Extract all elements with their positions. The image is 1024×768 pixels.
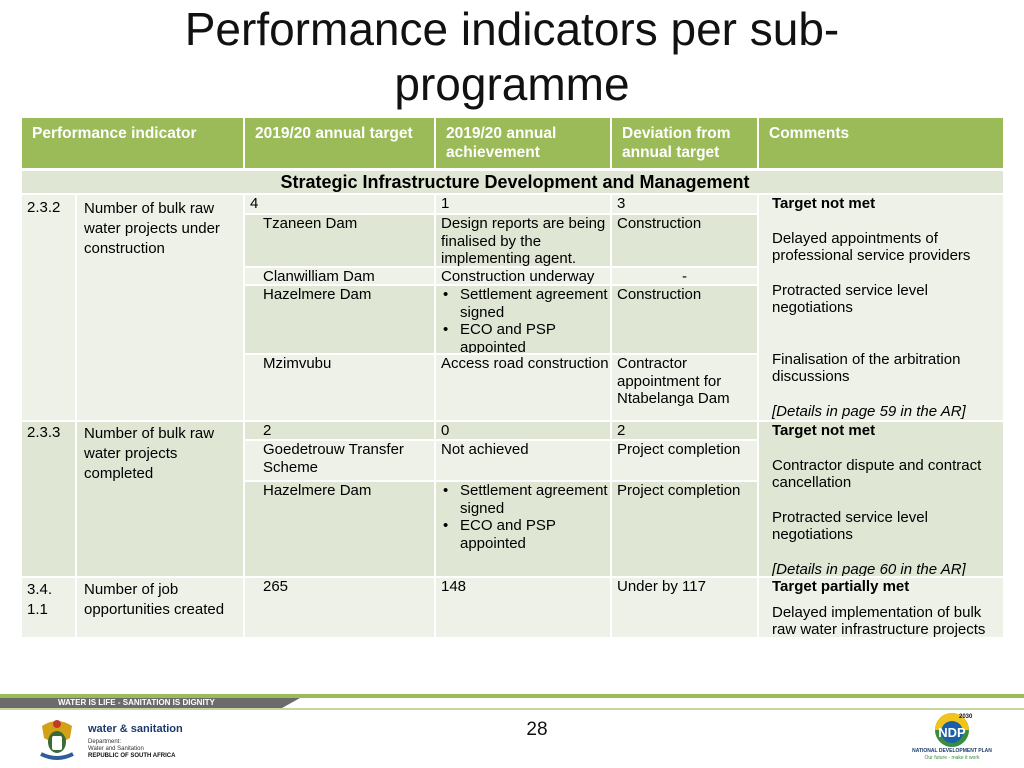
row-comments: Target partially met Delayed implementat… — [759, 578, 1003, 637]
comment-reason: Delayed appointments of professional ser… — [772, 229, 971, 265]
header-achievement: 2019/20 annual achievement — [436, 118, 610, 168]
row-id: 3.4. 1.1 — [22, 578, 75, 637]
row-indicator: Number of bulk raw water projects under … — [77, 195, 243, 420]
row-target: 4 — [245, 195, 434, 213]
section-title: Strategic Infrastructure Development and… — [22, 171, 1003, 193]
sub-achievement: Settlement agreement signed ECO and PSP … — [436, 482, 610, 576]
ndp-logo: 2030 NDP NATIONAL DEVELOPMENT PLAN Our f… — [912, 710, 992, 768]
ndp-year: 2030 — [959, 714, 973, 720]
row-target: 265 — [245, 578, 434, 637]
header-comments: Comments — [759, 118, 1003, 168]
bullet-item: Settlement agreement signed — [443, 482, 610, 517]
comment-status: Target not met — [772, 422, 876, 439]
dept-line: REPUBLIC OF SOUTH AFRICA — [88, 753, 176, 759]
coat-of-arms-logo — [38, 716, 76, 762]
row-deviation: 2 — [612, 422, 757, 439]
header-deviation: Deviation from annual target — [612, 118, 757, 168]
sub-target: Goedetrouw Transfer Scheme — [245, 441, 434, 480]
sub-achievement: Not achieved — [436, 441, 610, 480]
row-comments: Target not met Delayed appointments of p… — [759, 195, 1003, 420]
row-target: 2 — [245, 422, 434, 439]
comment-status: Target partially met — [772, 578, 910, 595]
ndp-tagline: Our future - make it work — [924, 755, 980, 761]
bullet-item: ECO and PSP appointed — [443, 517, 610, 552]
page-number: 28 — [526, 719, 548, 740]
sub-target: Mzimvubu — [245, 355, 434, 420]
sub-achievement: Design reports are being finalised by th… — [436, 215, 610, 266]
sub-deviation: Contractor appointment for Ntabelanga Da… — [612, 355, 757, 420]
header-indicator: Performance indicator — [22, 118, 243, 168]
sub-target: Tzaneen Dam — [245, 215, 434, 266]
sub-deviation: Construction — [612, 215, 757, 266]
slide-title: Performance indicators per sub- programm… — [184, 3, 840, 110]
comment-status: Target not met — [772, 195, 876, 212]
row-achievement: 1 — [436, 195, 610, 213]
row-comments: Target not met Contractor dispute and co… — [759, 422, 1003, 576]
comment-reason: Contractor dispute and contract cancella… — [772, 456, 982, 492]
row-indicator: Number of job opportunities created — [77, 578, 243, 637]
footer-slogan: WATER IS LIFE - SANITATION IS DIGNITY — [58, 698, 215, 707]
comment-reason: Protracted service level negotiations — [772, 281, 928, 317]
sub-achievement: Access road construction — [436, 355, 610, 420]
sub-deviation: Project completion — [612, 482, 757, 576]
row-deviation: 3 — [612, 195, 757, 213]
sub-achievement: Settlement agreement signed ECO and PSP … — [436, 286, 610, 353]
row-id: 2.3.3 — [22, 422, 75, 576]
row-achievement: 0 — [436, 422, 610, 439]
footer-band — [0, 694, 1024, 698]
sub-deviation: - — [612, 268, 757, 284]
bullet-item: Settlement agreement signed — [443, 286, 610, 321]
sub-deviation: Construction — [612, 286, 757, 353]
row-achievement: 148 — [436, 578, 610, 637]
dept-name: water & sanitation — [88, 723, 183, 735]
footer-divider — [0, 708, 1024, 710]
dept-line: Water and Sanitation — [88, 746, 144, 752]
sub-target: Hazelmere Dam — [245, 286, 434, 353]
bullet-item: ECO and PSP appointed — [443, 321, 610, 353]
comment-reason: Delayed implementation of bulk raw water… — [772, 603, 986, 638]
sub-deviation: Project completion — [612, 441, 757, 480]
comment-reason: Protracted service level negotiations — [772, 508, 928, 544]
row-deviation: Under by 117 — [612, 578, 757, 637]
dept-line: Department: — [88, 739, 122, 745]
row-id: 2.3.2 — [22, 195, 75, 420]
sub-target: Hazelmere Dam — [245, 482, 434, 576]
sub-achievement: Construction underway — [436, 268, 610, 284]
sub-target: Clanwilliam Dam — [245, 268, 434, 284]
comment-reason: Finalisation of the arbitration discussi… — [772, 350, 961, 386]
comment-reference: [Details in page 60 in the AR] — [772, 560, 966, 577]
comment-reference: [Details in page 59 in the AR] — [772, 402, 966, 420]
footer-slogan-band — [0, 698, 300, 708]
ndp-logo-text: NATIONAL DEVELOPMENT PLAN — [912, 748, 992, 754]
ndp-abbr: NDP — [938, 725, 966, 740]
row-indicator: Number of bulk raw water projects comple… — [77, 422, 243, 576]
header-target: 2019/20 annual target — [245, 118, 434, 168]
